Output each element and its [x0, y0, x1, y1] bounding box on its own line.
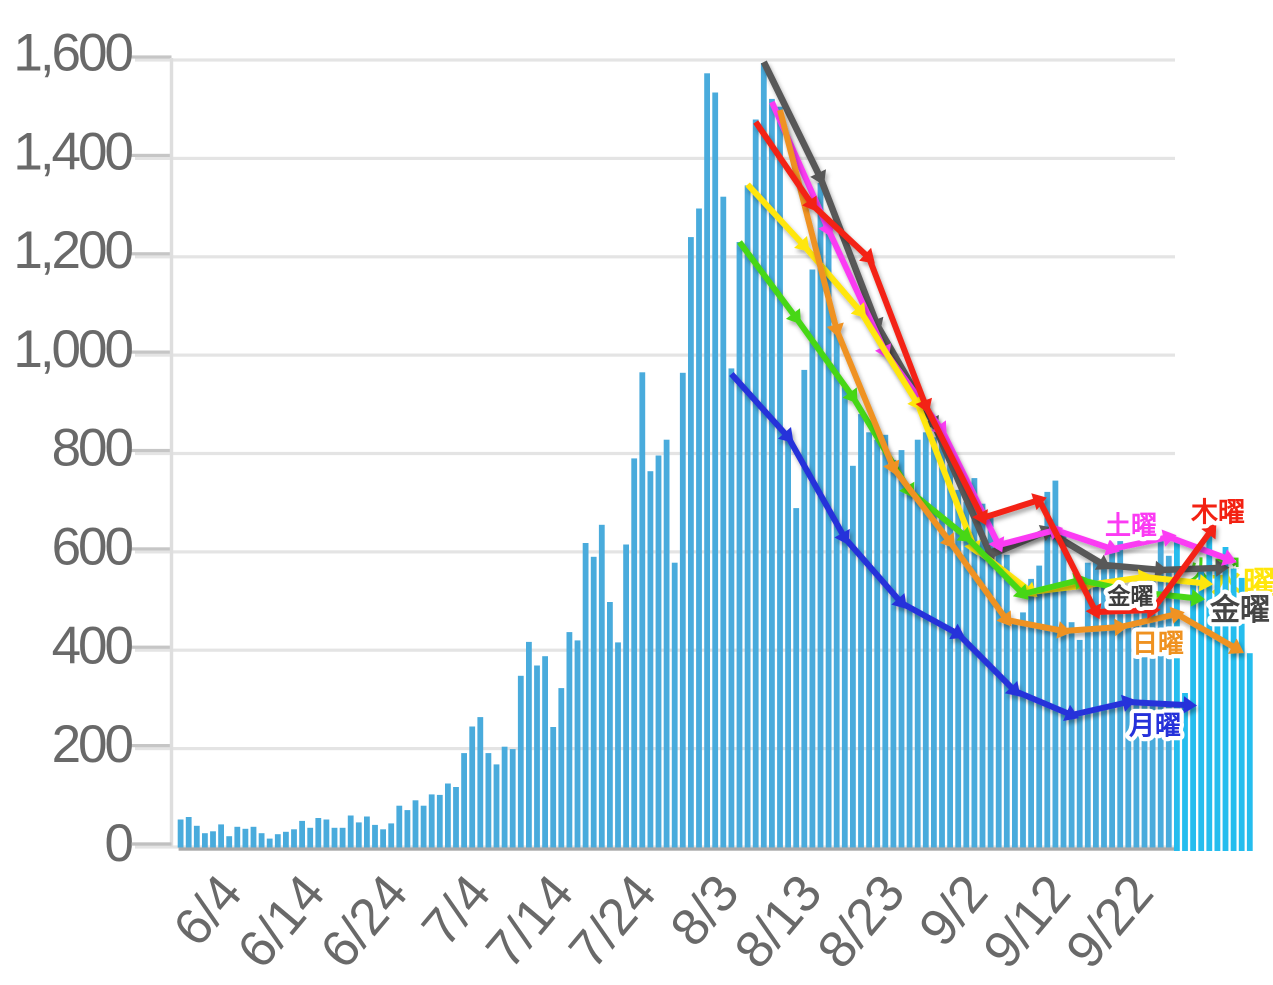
svg-text:600: 600 [52, 518, 133, 577]
svg-text:金曜: 金曜 [1209, 593, 1270, 627]
svg-text:0: 0 [105, 814, 133, 873]
svg-text:木曜: 木曜 [1190, 498, 1245, 528]
svg-text:1,400: 1,400 [13, 122, 132, 181]
svg-text:800: 800 [52, 419, 133, 478]
svg-text:1,000: 1,000 [13, 320, 132, 379]
svg-text:200: 200 [52, 715, 133, 774]
svg-text:1,200: 1,200 [13, 221, 132, 280]
svg-text:金曜: 金曜 [1107, 583, 1154, 609]
svg-text:月曜: 月曜 [1128, 710, 1181, 740]
svg-text:土曜: 土曜 [1105, 510, 1157, 540]
svg-text:日曜: 日曜 [1132, 628, 1184, 658]
svg-text:400: 400 [52, 616, 133, 675]
svg-text:1,600: 1,600 [13, 24, 132, 83]
